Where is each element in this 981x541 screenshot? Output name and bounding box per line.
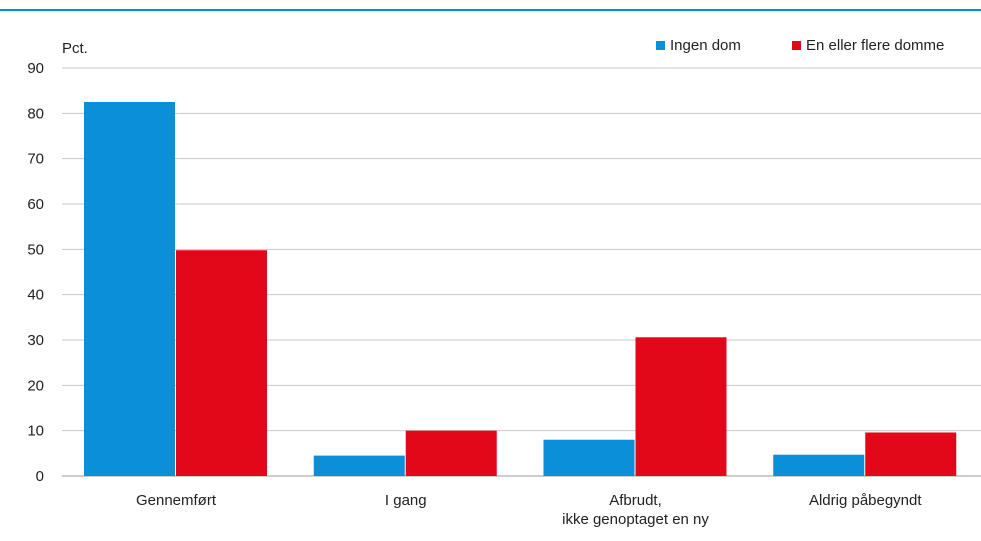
x-category-label: Gennemført	[136, 492, 217, 509]
legend: Ingen dom En eller flere domme	[656, 37, 944, 54]
bar-ingen-dom	[84, 102, 175, 476]
bar-en-eller-flere-domme	[635, 337, 727, 476]
y-tick-label: 70	[27, 151, 44, 168]
y-tick-label: 60	[27, 196, 44, 213]
y-axis-label: Pct.	[62, 40, 88, 57]
y-tick-label: 90	[27, 60, 44, 77]
x-category-label: I gang	[385, 492, 427, 509]
y-tick-label: 0	[36, 468, 44, 485]
y-tick-label: 30	[27, 332, 44, 349]
y-tick-label: 80	[27, 105, 44, 122]
y-tick-label: 20	[27, 377, 44, 394]
y-tick-label: 10	[27, 423, 44, 440]
y-axis-ticks: 0 10 20 30 40 50 60 70 80 90	[27, 60, 44, 485]
y-tick-label: 40	[27, 287, 44, 304]
legend-label: Ingen dom	[670, 37, 741, 54]
x-category-label: Aldrig påbegyndt	[809, 492, 922, 509]
x-category-label: Afbrudt,	[609, 492, 662, 509]
bar-ingen-dom	[543, 439, 635, 476]
legend-label: En eller flere domme	[806, 37, 944, 54]
bar-en-eller-flere-domme	[865, 432, 957, 476]
legend-swatch	[792, 41, 801, 50]
bar-en-eller-flere-domme	[405, 430, 497, 476]
x-category-label: ikke genoptaget en ny	[562, 511, 709, 528]
y-tick-label: 50	[27, 241, 44, 258]
bars	[84, 102, 957, 476]
legend-swatch	[656, 41, 665, 50]
x-axis-categories: Gennemført I gang Afbrudt, ikke genoptaget …	[136, 492, 922, 528]
bar-ingen-dom	[773, 454, 865, 476]
bar-ingen-dom	[313, 455, 405, 476]
bar-en-eller-flere-domme	[176, 250, 267, 476]
